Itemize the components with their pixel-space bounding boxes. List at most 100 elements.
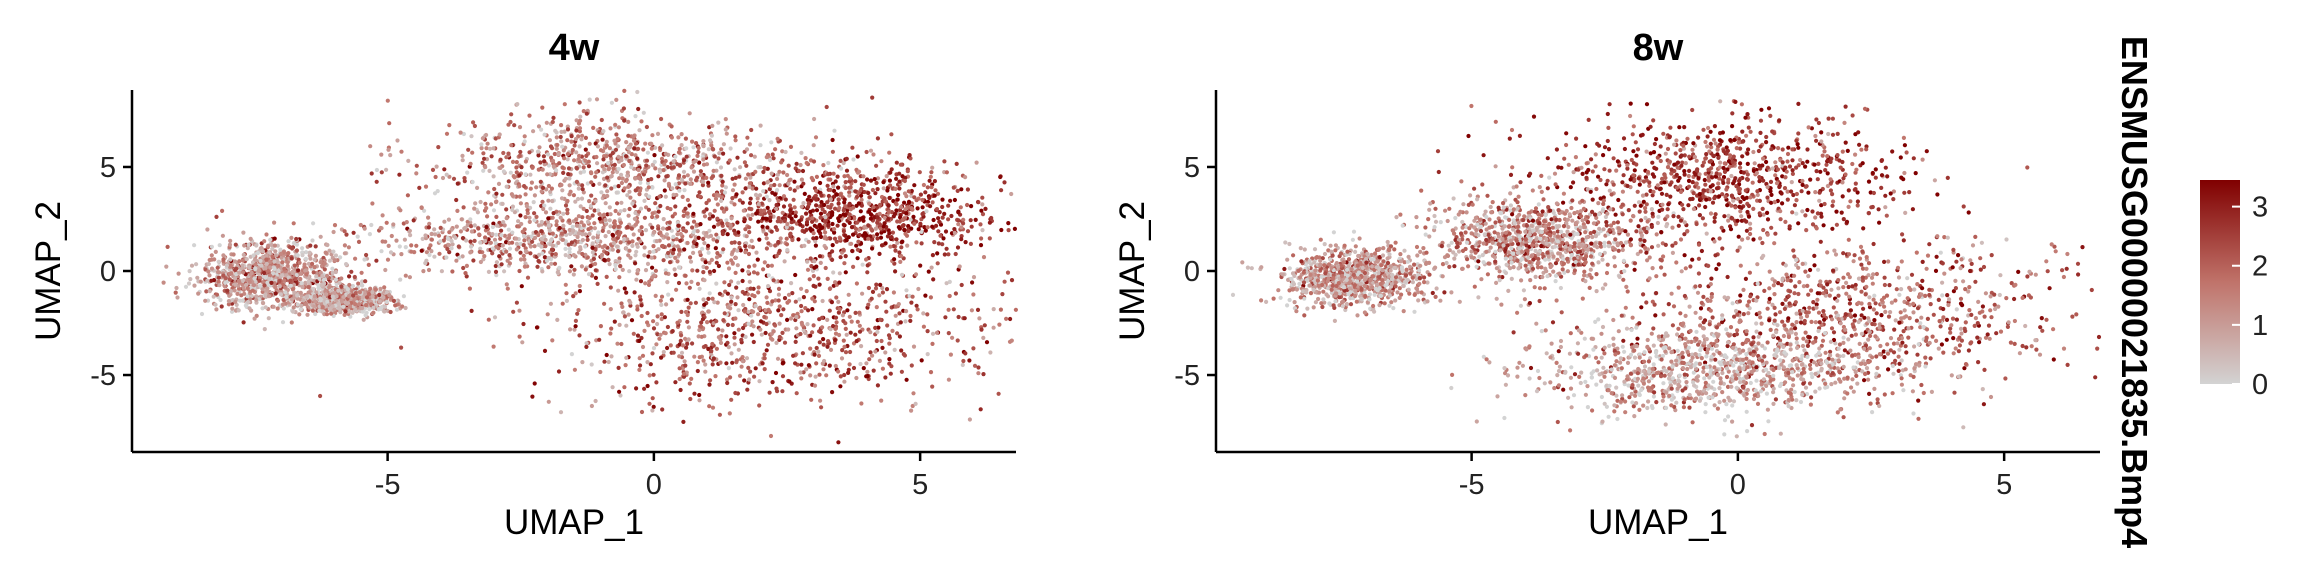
cell-point [829, 300, 835, 305]
cell-point [930, 384, 935, 389]
cell-point [209, 278, 214, 283]
cell-point [729, 240, 734, 245]
cell-point [826, 204, 831, 209]
cell-point [494, 260, 499, 265]
cell-point [975, 199, 981, 205]
cell-point [424, 258, 429, 263]
cell-point [928, 204, 933, 209]
cell-point [732, 167, 737, 172]
cell-point [586, 272, 592, 277]
cell-point [937, 219, 942, 224]
cell-point [678, 238, 683, 243]
cell-point [364, 295, 370, 300]
cell-point [890, 230, 896, 235]
cell-point [521, 243, 526, 248]
cell-point [981, 335, 986, 340]
cell-point [861, 174, 866, 179]
cell-point [866, 236, 871, 241]
cell-point [948, 198, 953, 203]
cell-point [722, 280, 727, 285]
cell-point [896, 192, 901, 198]
cell-point [666, 250, 671, 256]
cell-point [967, 417, 973, 422]
cell-point [736, 308, 741, 313]
cell-point [292, 263, 297, 268]
cell-point [940, 242, 945, 247]
cell-point [774, 253, 779, 259]
cell-point [894, 237, 899, 242]
cell-point [353, 307, 358, 312]
cell-point [647, 401, 652, 406]
cell-point [816, 349, 821, 354]
cell-point [886, 333, 892, 338]
cell-point [790, 237, 795, 243]
cell-point [839, 356, 845, 361]
cell-point [808, 333, 813, 338]
cell-point [670, 329, 675, 334]
cell-point [704, 175, 709, 180]
cell-point [841, 318, 846, 324]
cell-point [660, 226, 666, 231]
cell-point [962, 316, 967, 321]
cell-point [322, 261, 327, 266]
cell-point [538, 179, 543, 184]
cell-point [710, 362, 715, 367]
cell-point [821, 342, 826, 347]
cell-point [438, 239, 443, 244]
cell-point [403, 273, 408, 278]
cell-point [175, 295, 180, 300]
cell-point [780, 210, 785, 215]
cell-point [350, 283, 355, 289]
cell-point [799, 303, 804, 309]
cell-point [221, 253, 226, 258]
cell-point [943, 315, 948, 320]
cell-point [337, 306, 342, 311]
cell-point [857, 310, 862, 315]
cell-point [353, 256, 358, 261]
cell-point [461, 205, 466, 210]
cell-point [458, 229, 463, 234]
cell-point [855, 319, 860, 324]
cell-point [534, 325, 540, 330]
cell-point [832, 128, 837, 133]
cell-point [690, 225, 695, 230]
cell-point [754, 250, 759, 255]
cell-point [650, 408, 655, 413]
cell-point [211, 294, 216, 299]
cell-point [445, 246, 450, 252]
cell-point [874, 180, 879, 186]
cell-point [384, 220, 389, 225]
cell-point [846, 292, 851, 297]
cell-point [800, 168, 806, 174]
cell-point [830, 221, 835, 227]
cell-point [827, 286, 833, 291]
cell-point [333, 253, 339, 258]
cell-point [285, 260, 290, 265]
cell-point [385, 257, 391, 262]
cell-point [932, 240, 937, 245]
cell-point [342, 312, 347, 317]
cell-point [725, 260, 730, 265]
cell-point [552, 151, 557, 157]
cell-point [624, 323, 629, 328]
cell-point [740, 268, 745, 273]
cell-point [831, 184, 836, 189]
cell-point [793, 339, 798, 344]
cell-point [383, 239, 388, 244]
cell-point [850, 248, 855, 254]
cell-point [685, 221, 690, 226]
cell-point [394, 238, 399, 243]
cell-point [904, 211, 909, 216]
cell-point [342, 229, 347, 234]
cell-point [751, 309, 756, 314]
cell-point [756, 219, 761, 224]
cell-point [297, 312, 302, 317]
cell-point [975, 307, 981, 312]
cell-point [547, 138, 553, 143]
cell-point [764, 295, 769, 300]
cell-point [370, 294, 375, 299]
cell-point [701, 297, 706, 302]
cell-point [291, 305, 296, 310]
cell-point [890, 328, 895, 333]
cell-point [875, 215, 880, 220]
